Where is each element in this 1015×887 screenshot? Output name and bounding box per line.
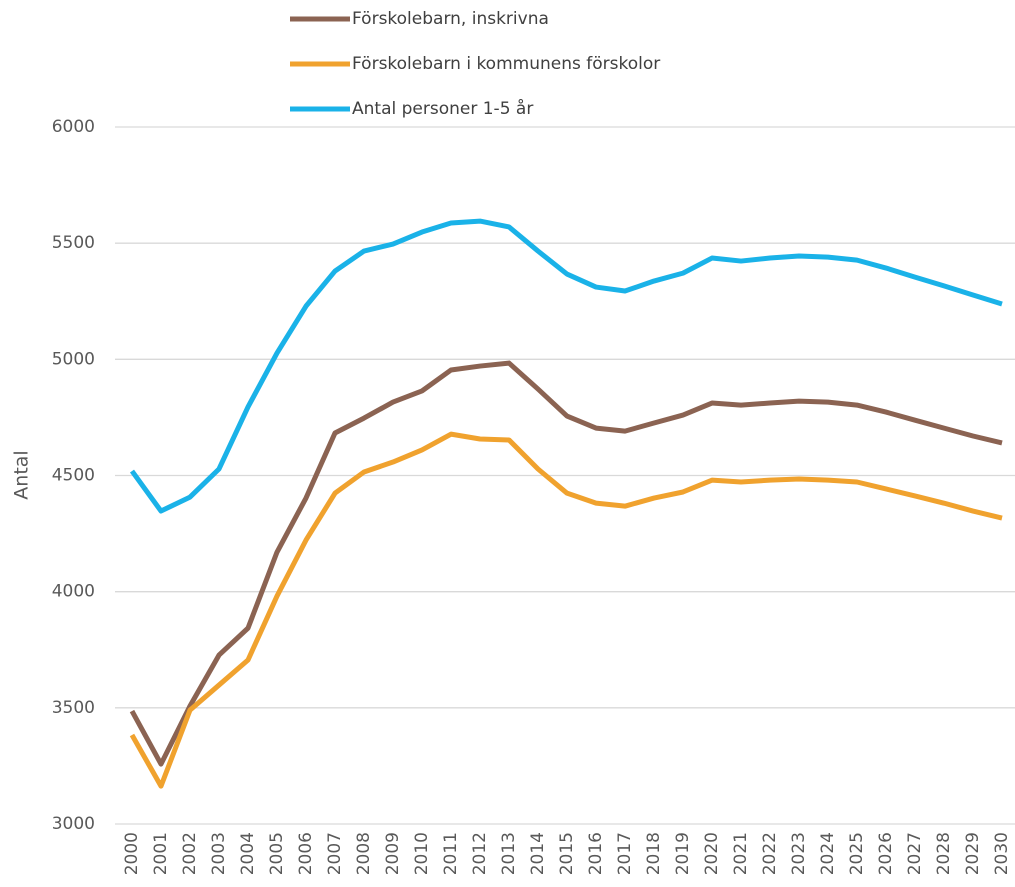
x-tick-label: 2024 xyxy=(818,832,838,875)
x-tick-label: 2003 xyxy=(209,832,229,875)
y-axis-label: Antal xyxy=(11,450,33,499)
x-tick-label: 2016 xyxy=(586,832,606,875)
x-tick-label: 2025 xyxy=(847,832,867,875)
legend-label: Förskolebarn, inskrivna xyxy=(352,9,549,29)
x-tick-label: 2004 xyxy=(238,832,258,875)
x-tick-label: 2007 xyxy=(325,832,345,875)
x-tick-label: 2018 xyxy=(644,832,664,875)
x-tick-label: 2002 xyxy=(180,832,200,875)
x-tick-label: 2008 xyxy=(354,832,374,875)
y-tick-label: 4000 xyxy=(52,582,95,602)
y-tick-label: 6000 xyxy=(52,117,95,137)
x-tick-label: 2023 xyxy=(789,832,809,875)
legend-label: Antal personer 1-5 år xyxy=(352,98,533,119)
x-tick-label: 2017 xyxy=(615,832,635,875)
x-tick-label: 2013 xyxy=(499,832,519,875)
x-tick-label: 2020 xyxy=(702,832,722,875)
x-tick-label: 2027 xyxy=(905,832,925,875)
y-tick-label: 5000 xyxy=(52,349,95,369)
x-tick-label: 2005 xyxy=(267,832,287,875)
x-tick-label: 2022 xyxy=(760,832,780,875)
x-tick-label: 2009 xyxy=(383,832,403,875)
x-tick-label: 2000 xyxy=(122,832,142,875)
series-line xyxy=(129,218,1003,514)
x-tick-label: 2019 xyxy=(673,832,693,875)
x-tick-label: 2006 xyxy=(296,832,316,875)
series-line xyxy=(129,360,1003,767)
x-tick-label: 2011 xyxy=(441,832,461,875)
x-tick-label: 2029 xyxy=(963,832,983,875)
legend: Förskolebarn, inskrivna Förskolebarn i ko… xyxy=(290,9,660,119)
y-tick-label: 5500 xyxy=(52,233,95,253)
y-tick-label: 3500 xyxy=(52,698,95,718)
x-tick-label: 2028 xyxy=(934,832,954,875)
x-tick-label: 2014 xyxy=(528,832,548,875)
x-tick-label: 2030 xyxy=(992,832,1012,875)
legend-label: Förskolebarn i kommunens förskolor xyxy=(352,54,660,74)
series-line xyxy=(129,431,1003,789)
x-tick-label: 2021 xyxy=(731,832,751,875)
x-tick-label: 2026 xyxy=(876,832,896,875)
y-tick-label: 4500 xyxy=(52,466,95,486)
y-tick-label: 3000 xyxy=(52,814,95,834)
x-tick-label: 2010 xyxy=(412,832,432,875)
x-tick-label: 2015 xyxy=(557,832,577,875)
x-tick-label: 2012 xyxy=(470,832,490,875)
x-tick-label: 2001 xyxy=(151,832,171,875)
